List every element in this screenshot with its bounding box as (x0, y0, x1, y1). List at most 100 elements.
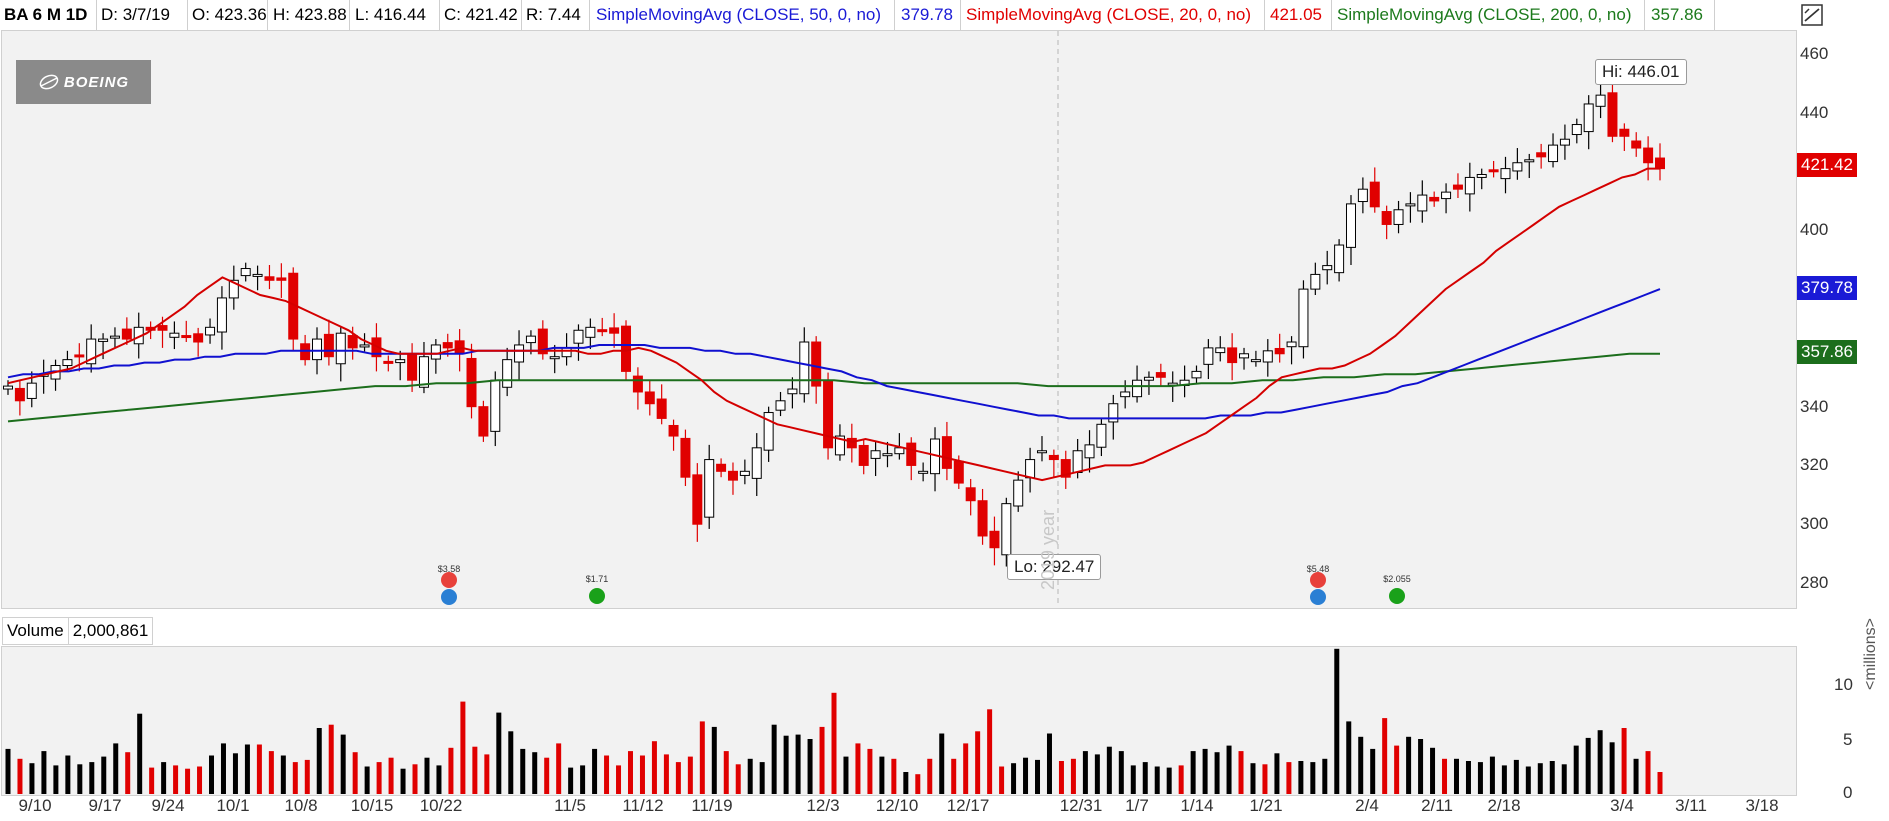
volume-bar (364, 766, 370, 794)
volume-bar (1166, 767, 1172, 794)
volume-bar (448, 747, 454, 794)
sma50-price-tag: 379.78 (1797, 276, 1857, 300)
candle-body (1357, 188, 1368, 203)
volume-bar (508, 731, 514, 794)
volume-bar (891, 758, 897, 794)
candle-body (621, 325, 632, 372)
volume-bar (5, 748, 11, 794)
volume-bar (759, 762, 765, 794)
date-tick-label: 9/17 (88, 796, 122, 815)
candle-body (1595, 94, 1606, 107)
volume-bar (616, 765, 622, 794)
volume-bar (711, 726, 717, 794)
date-tick-label: 12/31 (1059, 796, 1103, 815)
volume-bar (627, 751, 633, 794)
candle-body (609, 327, 620, 334)
volume-bar (1035, 759, 1041, 794)
price-tick-label: 340 (1800, 396, 1829, 416)
candle-body (1108, 403, 1119, 423)
dividend-icon (589, 588, 605, 604)
sma50-label[interactable]: SimpleMovingAvg (CLOSE, 50, 0, no) (596, 5, 882, 24)
candle-body (1203, 347, 1214, 365)
date-tick-label: 10/15 (350, 796, 394, 815)
candle-body (763, 412, 774, 451)
volume-bar (1274, 753, 1280, 794)
volume-bar (915, 774, 921, 794)
chart-style-icon[interactable] (1800, 3, 1824, 27)
candle-body (1334, 244, 1345, 274)
candle-body (193, 333, 204, 343)
candle-body (1239, 353, 1250, 359)
volume-bar (1046, 733, 1052, 794)
candle-body (1583, 103, 1594, 133)
volume-bar (1298, 761, 1304, 794)
volume-bar (927, 758, 933, 794)
volume-bar (819, 726, 825, 794)
candle-body (775, 400, 786, 411)
volume-bar (436, 765, 442, 794)
candle-body (1001, 503, 1012, 556)
candle-body (823, 380, 834, 449)
candle-body (1524, 159, 1535, 163)
candle-body (1191, 370, 1202, 379)
volume-bar (41, 751, 47, 794)
date-tick-label: 1/21 (1249, 796, 1283, 815)
candle-body (692, 474, 703, 525)
earnings-amount-1: $3.58 (437, 564, 461, 574)
candle-body (751, 447, 762, 479)
earnings-icon (1310, 572, 1326, 588)
sma200-label[interactable]: SimpleMovingAvg (CLOSE, 200, 0, no) (1337, 5, 1632, 24)
candle-body (704, 459, 715, 518)
volume-bar (568, 767, 574, 794)
price-tick-label: 440 (1800, 102, 1829, 122)
volume-bar (1262, 764, 1268, 794)
volume-bar (1418, 739, 1424, 794)
date-tick-label: 10/8 (284, 796, 318, 815)
volume-bar (675, 762, 681, 794)
volume-bar (1549, 761, 1555, 794)
price-tick-label: 320 (1800, 455, 1829, 475)
candle-body (1452, 184, 1463, 190)
date-tick-label: 2/4 (1355, 796, 1379, 815)
last-price-tag: 421.42 (1797, 153, 1857, 177)
earnings-icon (441, 572, 457, 588)
candle-body (668, 424, 679, 437)
price-panel[interactable] (1, 30, 1797, 609)
candle-body (276, 277, 287, 281)
candle-body (644, 391, 655, 405)
volume-bar (1370, 748, 1376, 794)
volume-bar (1513, 759, 1519, 794)
symbol-label[interactable]: BA 6 M 1D (4, 5, 88, 24)
candle-body (181, 335, 192, 339)
volume-bar (424, 757, 430, 794)
volume-bar (867, 748, 873, 794)
candle-body (918, 470, 929, 474)
date-tick-label: 11/5 (554, 796, 586, 815)
volume-label-box: Volume 2,000,861 (2, 617, 154, 645)
price-tick-label: 400 (1800, 220, 1829, 240)
candle-body (1405, 203, 1416, 207)
volume-bar (1382, 718, 1388, 794)
candle-body (1274, 347, 1285, 355)
candle-body (965, 487, 976, 502)
high-callout: Hi: 446.01 (1595, 59, 1687, 85)
earnings-bulb-icon (441, 589, 457, 605)
candle-body (359, 344, 370, 348)
volume-panel[interactable] (1, 646, 1797, 796)
date-label: D: 3/7/19 (101, 5, 170, 24)
candle-body (169, 332, 180, 338)
sma20-label[interactable]: SimpleMovingAvg (CLOSE, 20, 0, no) (966, 5, 1252, 24)
volume-bar (65, 755, 71, 794)
volume-bar (1250, 763, 1256, 794)
candle-body (739, 470, 750, 476)
volume-bar (89, 762, 95, 794)
volume-bar (472, 746, 478, 794)
volume-bar (328, 724, 334, 794)
volume-bar (1118, 751, 1124, 794)
earnings-bulb-icon (1310, 589, 1326, 605)
volume-bar (101, 756, 107, 794)
volume-bar (1310, 762, 1316, 794)
sma200-value: 357.86 (1651, 5, 1703, 24)
price-tick-label: 280 (1800, 573, 1829, 592)
candle-body (632, 375, 643, 393)
